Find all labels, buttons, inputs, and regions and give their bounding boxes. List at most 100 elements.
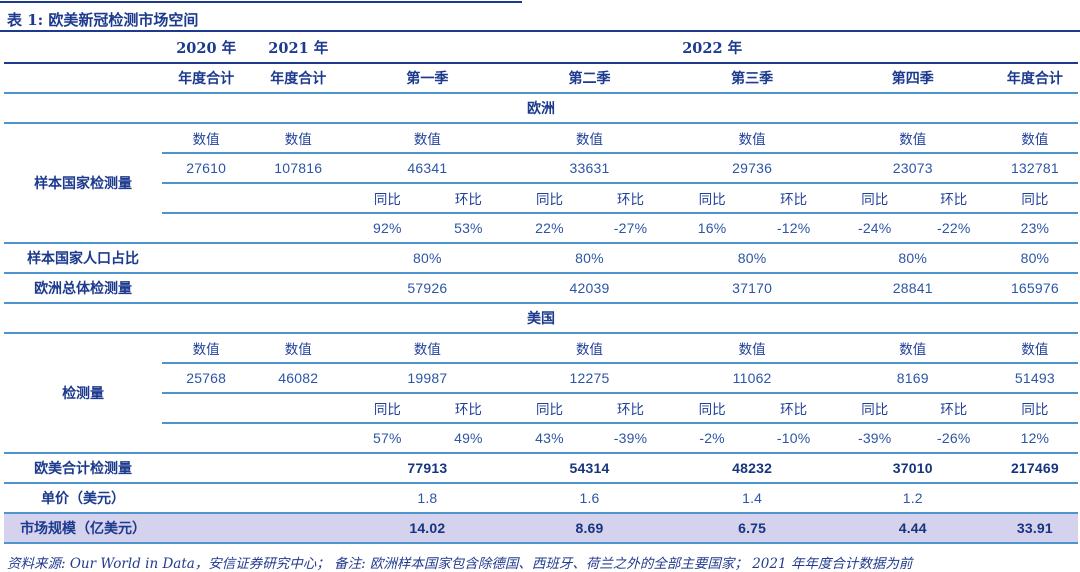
- cell-europe-2021: 107816: [250, 153, 347, 184]
- empty-cell: [250, 273, 347, 304]
- cell-europe-growth-q3-yoy: 16%: [670, 213, 754, 244]
- cell-etotal-q4: 28841: [833, 273, 992, 304]
- row-label-europe-total: 欧洲总体检测量: [4, 273, 163, 304]
- cell-combined-q4: 37010: [833, 453, 992, 484]
- cell-us-growth-q1-yoy: 57%: [346, 423, 429, 454]
- combined-tests-row: 欧美合计检测量 77913 54314 48232 37010 217469: [4, 453, 1078, 484]
- us-values-row: 25768 46082 19987 12275 11062 8169 51493: [4, 363, 1078, 394]
- value-label: 数值: [346, 123, 509, 154]
- corner-cell: [4, 32, 163, 64]
- cell-us-growth-q2-yoy: 43%: [508, 423, 591, 454]
- row-label-combined-tests: 欧美合计检测量: [4, 453, 163, 484]
- qoq-label: 环比: [915, 393, 992, 424]
- cell-combined-q2: 54314: [508, 453, 671, 484]
- cell-market-total: 33.91: [991, 513, 1078, 544]
- value-label: 数值: [991, 333, 1078, 364]
- europe-values-row: 27610 107816 46341 33631 29736 23073 132…: [4, 153, 1078, 184]
- empty-cell: [250, 423, 347, 454]
- empty-cell: [250, 483, 347, 514]
- cell-us-growth-q2-qoq: -39%: [590, 423, 671, 454]
- year-header-row: 2020 年 2021 年 2022 年: [4, 32, 1078, 64]
- year-header-2022: 2022 年: [346, 32, 1078, 64]
- section-header-us: 美国: [4, 303, 1078, 334]
- qoq-label: 环比: [428, 393, 509, 424]
- cell-us-q1: 19987: [346, 363, 509, 394]
- period-header-q4: 第四季: [833, 63, 992, 94]
- section-row-europe: 欧洲: [4, 93, 1078, 124]
- cell-europe-q2: 33631: [508, 153, 671, 184]
- cell-etotal-q2: 42039: [508, 273, 671, 304]
- cell-europe-growth-q3-qoq: -12%: [753, 213, 834, 244]
- europe-growth-label-row: 同比 环比 同比 环比 同比 环比 同比 环比 同比: [4, 183, 1078, 214]
- empty-cell: [162, 243, 251, 274]
- unit-price-row: 单价（美元） 1.8 1.6 1.4 1.2: [4, 483, 1078, 514]
- yoy-label: 同比: [991, 393, 1078, 424]
- value-label: 数值: [250, 123, 347, 154]
- value-label: 数值: [991, 123, 1078, 154]
- value-label: 数值: [508, 123, 671, 154]
- year-header-2021: 2021 年: [250, 32, 347, 64]
- qoq-label: 环比: [428, 183, 509, 214]
- cell-us-growth-q4-yoy: -39%: [833, 423, 916, 454]
- yoy-label: 同比: [991, 183, 1078, 214]
- period-header-q3: 第三季: [670, 63, 834, 94]
- cell-europe-growth-q4-yoy: -24%: [833, 213, 916, 244]
- empty-cell: [250, 243, 347, 274]
- qoq-label: 环比: [590, 393, 671, 424]
- cell-combined-total: 217469: [991, 453, 1078, 484]
- cell-price-q2: 1.6: [508, 483, 671, 514]
- cell-price-q3: 1.4: [670, 483, 834, 514]
- cell-pop-q1: 80%: [346, 243, 509, 274]
- period-header-2022-total: 年度合计: [991, 63, 1078, 94]
- cell-us-growth-q1-qoq: 49%: [428, 423, 509, 454]
- cell-us-q3: 11062: [670, 363, 834, 394]
- top-rule: [0, 1, 522, 3]
- cell-price-q4: 1.2: [833, 483, 992, 514]
- market-table: 2020 年 2021 年 2022 年 年度合计 年度合计 第一季 第二季 第…: [4, 32, 1078, 544]
- cell-europe-growth-total-yoy: 23%: [991, 213, 1078, 244]
- europe-population-row: 样本国家人口占比 80% 80% 80% 80% 80%: [4, 243, 1078, 274]
- section-header-europe: 欧洲: [4, 93, 1078, 124]
- cell-pop-q4: 80%: [833, 243, 992, 274]
- empty-cell: [991, 483, 1078, 514]
- yoy-label: 同比: [346, 393, 429, 424]
- cell-europe-growth-q1-yoy: 92%: [346, 213, 429, 244]
- empty-cell: [162, 513, 251, 544]
- qoq-label: 环比: [915, 183, 992, 214]
- yoy-label: 同比: [833, 393, 916, 424]
- empty-cell: [250, 453, 347, 484]
- yoy-label: 同比: [346, 183, 429, 214]
- cell-market-q2: 8.69: [508, 513, 671, 544]
- cell-us-growth-q3-yoy: -2%: [670, 423, 754, 454]
- cell-market-q3: 6.75: [670, 513, 834, 544]
- empty-cell: [162, 183, 251, 214]
- section-row-us: 美国: [4, 303, 1078, 334]
- empty-cell: [250, 393, 347, 424]
- cell-europe-2022-total: 132781: [991, 153, 1078, 184]
- us-growth-label-row: 同比 环比 同比 环比 同比 环比 同比 环比 同比: [4, 393, 1078, 424]
- year-header-2020: 2020 年: [162, 32, 251, 64]
- cell-europe-2020: 27610: [162, 153, 251, 184]
- row-label-us-tests: 检测量: [4, 333, 163, 454]
- value-label: 数值: [833, 123, 992, 154]
- yoy-label: 同比: [508, 183, 591, 214]
- source-note: 资料来源: Our World in Data，安信证券研究中心； 备注: 欧洲…: [7, 556, 913, 572]
- empty-cell: [162, 423, 251, 454]
- cell-europe-growth-q2-yoy: 22%: [508, 213, 591, 244]
- empty-cell: [162, 273, 251, 304]
- period-header-2020-total: 年度合计: [162, 63, 251, 94]
- cell-us-growth-q3-qoq: -10%: [753, 423, 834, 454]
- cell-combined-q1: 77913: [346, 453, 509, 484]
- cell-us-2020: 25768: [162, 363, 251, 394]
- cell-combined-q3: 48232: [670, 453, 834, 484]
- empty-cell: [162, 393, 251, 424]
- cell-us-growth-q4-qoq: -26%: [915, 423, 992, 454]
- cell-us-2021: 46082: [250, 363, 347, 394]
- yoy-label: 同比: [670, 183, 754, 214]
- europe-total-row: 欧洲总体检测量 57926 42039 37170 28841 165976: [4, 273, 1078, 304]
- cell-etotal-q1: 57926: [346, 273, 509, 304]
- cell-etotal-total: 165976: [991, 273, 1078, 304]
- row-label-population-share: 样本国家人口占比: [4, 243, 163, 274]
- yoy-label: 同比: [833, 183, 916, 214]
- cell-europe-q3: 29736: [670, 153, 834, 184]
